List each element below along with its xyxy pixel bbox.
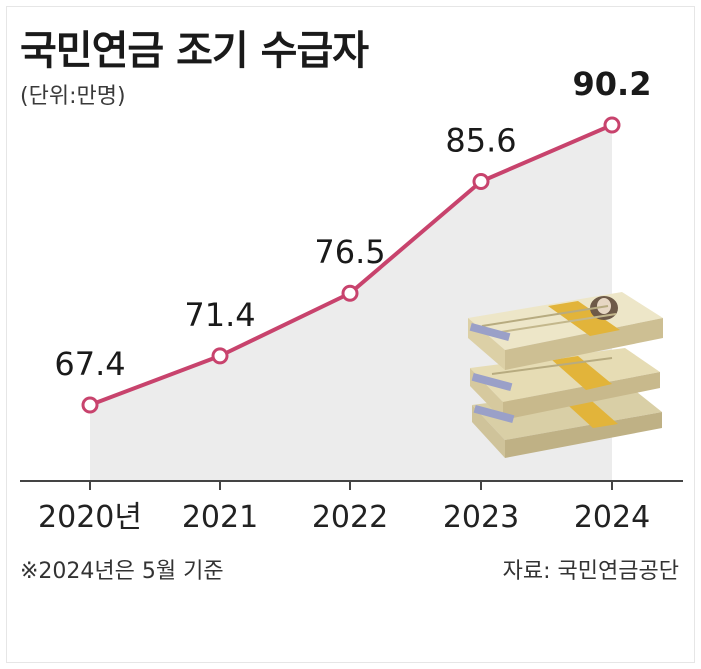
data-point [472,172,490,190]
x-tick-label: 2022 [312,500,388,535]
data-point [81,396,99,414]
money-stack-icon [468,292,663,458]
data-point [211,347,229,365]
money-bundle-bottom [472,385,662,458]
data-label: 67.4 [54,345,125,383]
unit-label: (단위:만명) [20,84,126,109]
data-label: 71.4 [184,296,255,334]
x-tick-label: 2023 [443,500,519,535]
data-label: 90.2 [573,65,652,103]
money-edge-stack [469,322,515,424]
data-label: 76.5 [314,233,385,271]
x-tick-label: 2021 [182,500,258,535]
source-note: 자료: 국민연금공단 [502,559,679,584]
data-point [341,284,359,302]
data-label: 85.6 [445,121,516,159]
footnote: ※2024년은 5월 기준 [20,559,224,584]
data-point [603,116,621,134]
x-tick-label: 2020년 [38,500,142,535]
x-tick-label: 2024 [574,500,650,535]
chart-title: 국민연금 조기 수급자 [20,28,369,74]
